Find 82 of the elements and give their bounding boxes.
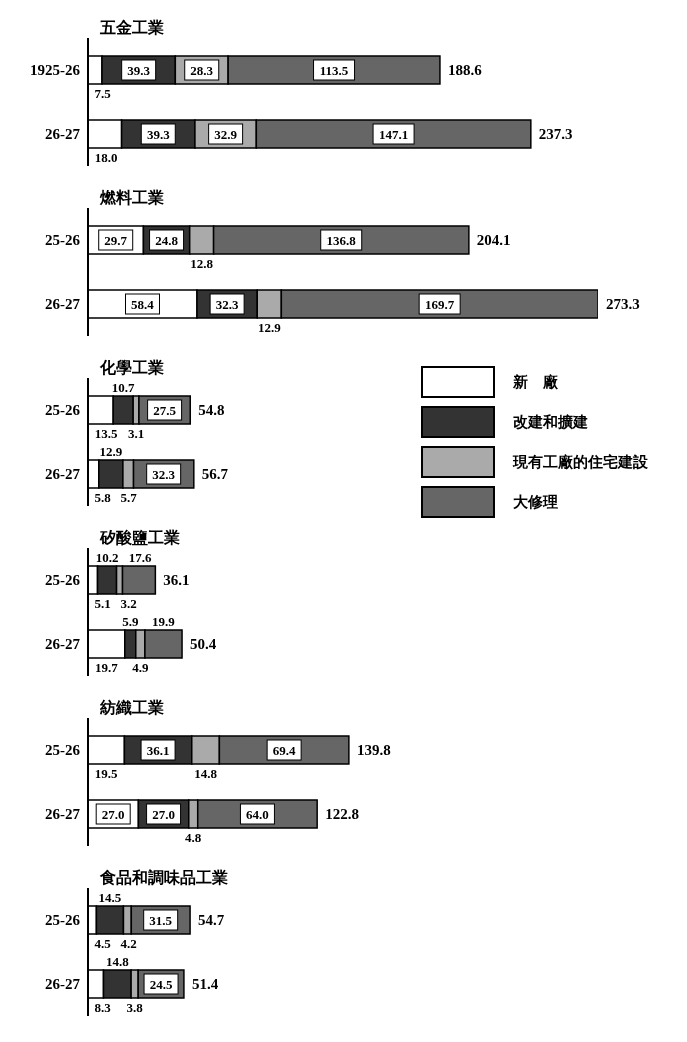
data-label: 19.9 [152, 614, 176, 629]
y-tick-label: 26-27 [45, 296, 81, 313]
legend-label: 現有工廠的住宅建設 [513, 452, 648, 472]
total-label: 51.4 [191, 976, 219, 992]
y-tick-label: 26-27 [45, 806, 81, 823]
data-label: 39.3 [146, 127, 171, 142]
data-label: 24.8 [155, 233, 179, 248]
total-label: 50.4 [190, 636, 217, 652]
data-label: 14.8 [105, 954, 130, 969]
data-label: 29.7 [104, 233, 128, 248]
data-label: 12.8 [190, 256, 214, 271]
data-label: 13.5 [94, 426, 118, 441]
y-tick-label: 26-27 [45, 636, 81, 653]
legend-label: 新 廠 [513, 372, 558, 392]
data-label: 8.3 [94, 1000, 112, 1015]
data-label: 58.4 [131, 297, 155, 312]
data-label: 5.9 [122, 614, 139, 629]
data-label: 18.0 [94, 150, 118, 165]
chart-title: 五金工業 [99, 18, 165, 38]
data-label: 4.8 [185, 830, 202, 845]
data-label: 10.2 [95, 550, 119, 565]
chart-title: 食品和調味品工業 [99, 868, 229, 888]
data-label: 3.8 [126, 1000, 144, 1015]
total-label: 139.8 [356, 742, 391, 758]
data-label: 5.8 [94, 490, 112, 505]
total-label: 54.8 [198, 402, 225, 418]
y-tick-label: 25-26 [45, 402, 81, 419]
total-label: 204.1 [476, 232, 511, 248]
data-label: 169.7 [425, 297, 455, 312]
y-tick-label: 26-27 [45, 466, 81, 483]
data-label: 14.5 [98, 890, 122, 905]
total-label: 188.6 [447, 62, 483, 78]
data-label: 17.6 [128, 550, 152, 565]
y-tick-label: 1925-26 [30, 62, 81, 79]
data-label: 27.0 [101, 807, 125, 822]
data-label: 32.3 [152, 467, 176, 482]
data-label: 10.7 [111, 380, 136, 395]
y-tick-label: 25-26 [45, 912, 81, 929]
chart-title: 化學工業 [100, 359, 164, 376]
total-label: 56.7 [201, 466, 229, 482]
data-label: 113.5 [319, 63, 349, 78]
data-label: 147.1 [378, 127, 409, 142]
data-label: 3.1 [127, 426, 145, 441]
y-tick-label: 25-26 [45, 742, 81, 759]
data-label: 4.9 [132, 660, 149, 675]
data-label: 28.3 [190, 63, 214, 78]
data-label: 24.5 [149, 977, 173, 992]
data-label: 19.5 [94, 766, 119, 781]
data-label: 19.7 [95, 660, 119, 675]
y-tick-label: 25-26 [45, 572, 81, 589]
y-tick-label: 25-26 [45, 232, 81, 249]
data-label: 64.0 [246, 807, 269, 822]
total-label: 122.8 [325, 806, 359, 822]
data-label: 5.1 [94, 596, 111, 611]
data-label: 12.9 [99, 444, 123, 459]
total-label: 36.1 [163, 572, 190, 588]
data-label: 32.3 [215, 297, 239, 312]
y-tick-label: 26-27 [45, 126, 81, 143]
chart-title: 紡織工業 [99, 698, 165, 718]
data-label: 3.2 [120, 596, 137, 611]
chart-title: 燃料工業 [99, 188, 165, 208]
data-label: 39.3 [127, 63, 151, 78]
data-label: 27.5 [153, 403, 177, 418]
data-label: 4.2 [120, 936, 137, 951]
data-label: 5.7 [120, 490, 138, 505]
data-label: 4.5 [94, 936, 112, 951]
y-tick-label: 26-27 [45, 976, 81, 993]
data-label: 27.0 [152, 807, 175, 822]
data-label: 136.8 [326, 233, 357, 248]
data-label: 14.8 [194, 766, 218, 781]
data-label: 69.4 [272, 743, 296, 758]
total-label: 54.7 [198, 912, 225, 928]
total-label: 273.3 [606, 296, 640, 312]
chart-title: 矽酸鹽工業 [99, 528, 181, 548]
legend-label: 大修理 [513, 492, 558, 512]
total-label: 237.3 [538, 126, 573, 142]
data-label: 36.1 [146, 743, 170, 758]
data-label: 32.9 [214, 127, 238, 142]
data-label: 12.9 [257, 320, 282, 335]
data-label: 7.5 [94, 86, 112, 101]
data-label: 31.5 [149, 913, 173, 928]
legend-label: 改建和擴建 [513, 412, 588, 432]
